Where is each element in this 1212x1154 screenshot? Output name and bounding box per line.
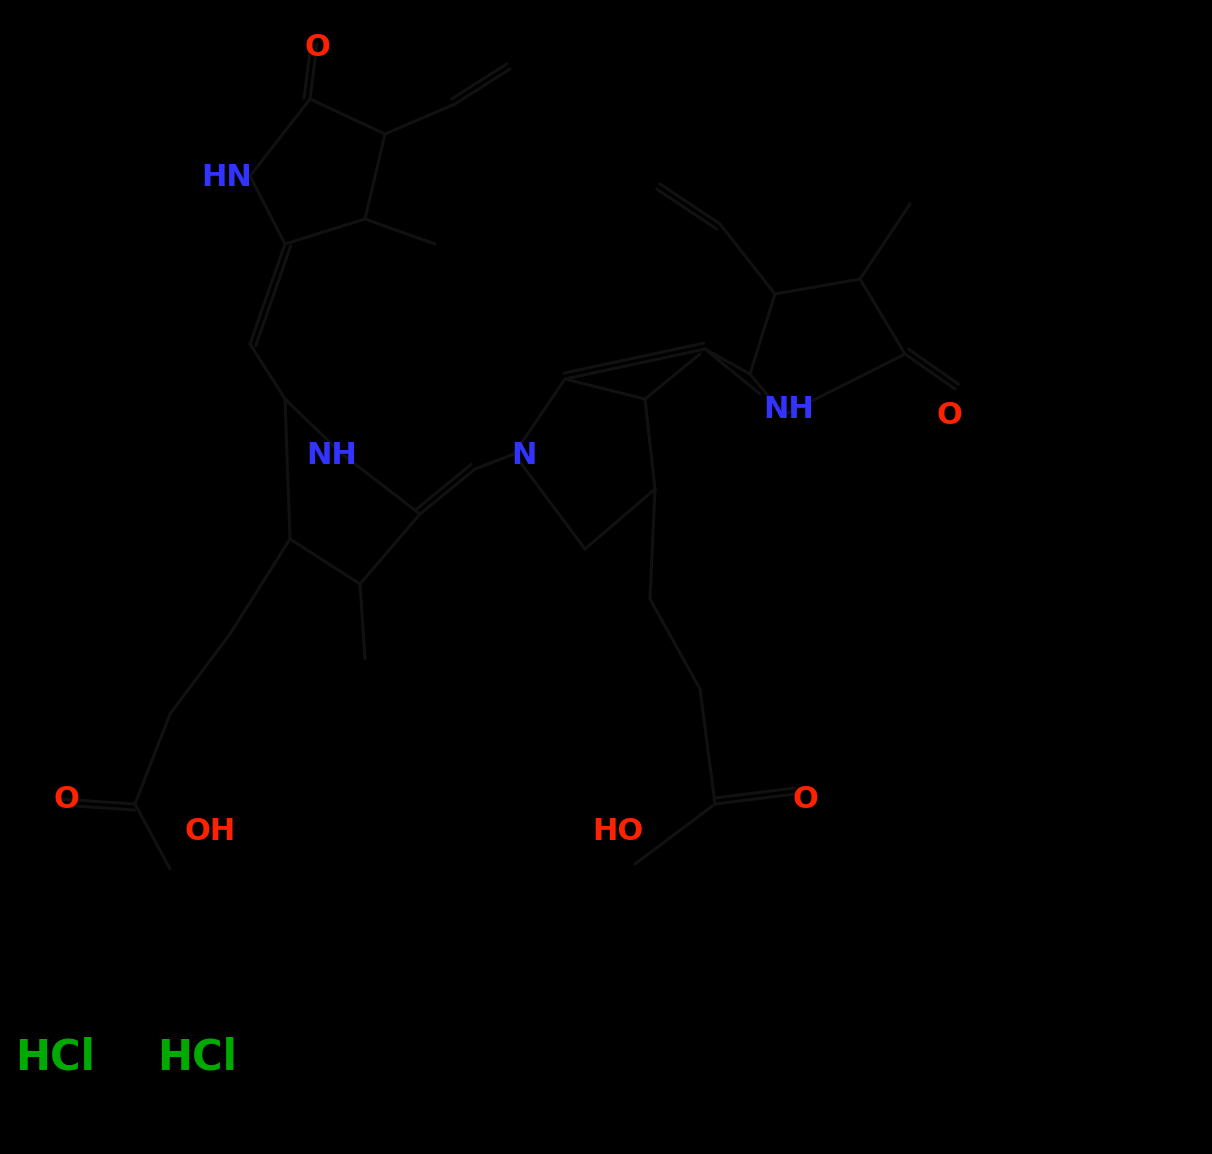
Text: HO: HO: [593, 817, 644, 847]
Text: NH: NH: [307, 441, 358, 470]
Text: N: N: [511, 441, 537, 470]
Text: OH: OH: [184, 817, 235, 847]
Text: HCl: HCl: [15, 1037, 95, 1079]
Text: O: O: [793, 786, 818, 815]
Text: O: O: [304, 32, 330, 61]
Text: O: O: [936, 400, 962, 429]
Text: O: O: [53, 786, 79, 815]
Text: HCl: HCl: [158, 1037, 236, 1079]
Text: HN: HN: [201, 164, 252, 193]
Text: NH: NH: [764, 396, 814, 425]
